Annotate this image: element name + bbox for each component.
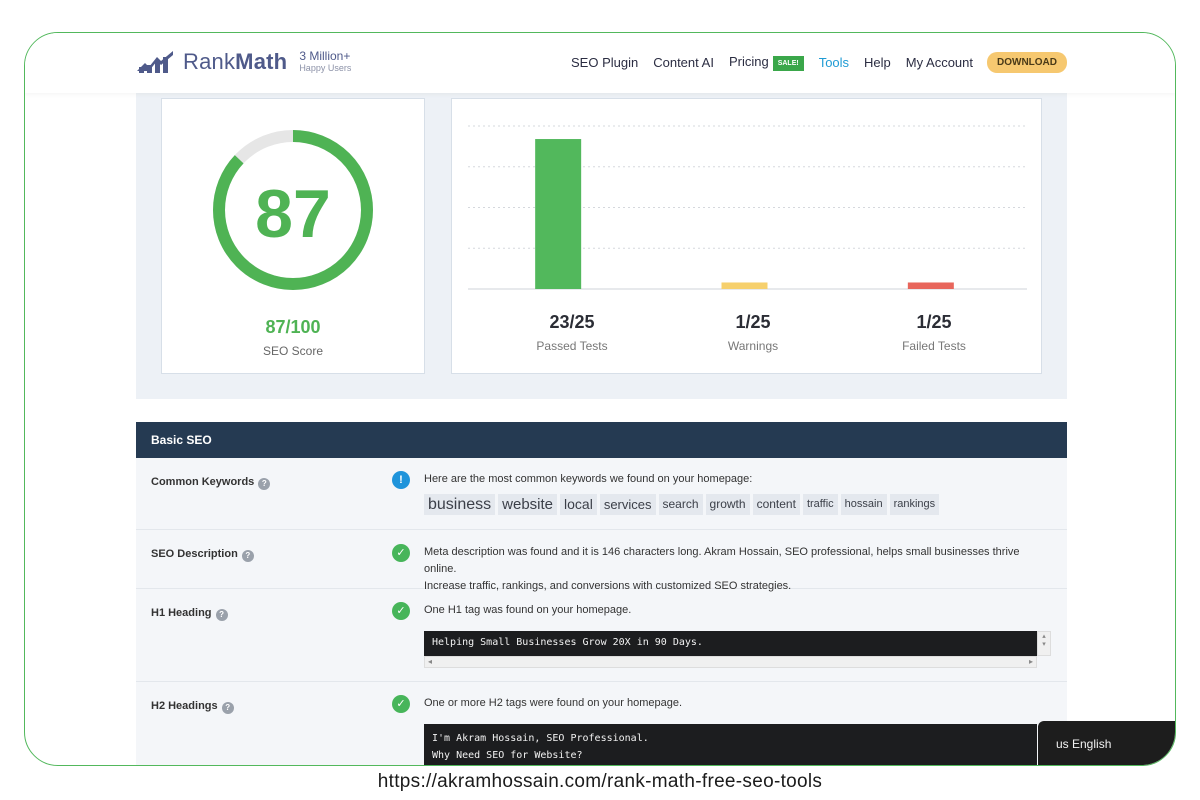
site-header: RankMath 3 Million+ Happy Users SEO Plug… xyxy=(25,33,1175,93)
h2-headings-label: H2 Headings? xyxy=(151,700,234,714)
language-switcher[interactable]: us English xyxy=(1038,721,1175,765)
users-count: 3 Million+ xyxy=(299,49,351,63)
bar-failed-tests xyxy=(907,282,954,289)
warnings-value: 1/25 xyxy=(735,312,771,332)
score-fraction: 87/100 xyxy=(265,317,321,337)
nav-help[interactable]: Help xyxy=(864,55,891,70)
keyword-tag: traffic xyxy=(802,494,838,515)
page-url-caption: https://akramhossain.com/rank-math-free-… xyxy=(377,771,823,792)
failed-value: 1/25 xyxy=(916,312,952,332)
bar-passed-tests xyxy=(535,139,582,289)
tests-bar-chart xyxy=(468,125,1027,290)
scroll-right-icon: ▸ xyxy=(1028,657,1033,666)
h2-code-line: Why Need SEO for Website? xyxy=(432,750,583,761)
nav-my-account[interactable]: My Account xyxy=(905,55,973,70)
keywords-intro: Here are the most common keywords we fou… xyxy=(424,473,753,485)
seo-score-card: 87 87/100 SEO Score xyxy=(161,98,425,374)
help-icon[interactable]: ? xyxy=(258,478,271,490)
check-icon: ✓ xyxy=(392,544,410,562)
help-icon[interactable]: ? xyxy=(221,702,234,714)
h1-heading-label: H1 Heading? xyxy=(151,607,228,621)
gauge-progress xyxy=(213,130,373,290)
check-icon: ✓ xyxy=(392,602,410,620)
common-keywords-content: Here are the most common keywords we fou… xyxy=(424,471,1044,515)
failed-stat: 1/25 Failed Tests xyxy=(859,312,1009,353)
scroll-down-icon: ▾ xyxy=(1042,641,1046,648)
row-h1-heading: H1 Heading? ✓ One H1 tag was found on yo… xyxy=(136,589,1067,682)
sale-badge: SALE! xyxy=(772,55,804,71)
h1-result-text: One H1 tag was found on your homepage. xyxy=(424,604,632,616)
h1-code-box[interactable]: Helping Small Businesses Grow 20X in 90 … xyxy=(424,631,1037,656)
seo-description-label: SEO Description? xyxy=(151,548,254,562)
h2-code-line: I'm Akram Hossain, SEO Professional. xyxy=(432,733,649,744)
keyword-list: business website local services search g… xyxy=(424,494,1044,515)
rankmath-logo[interactable]: RankMath 3 Million+ Happy Users xyxy=(135,49,351,75)
keyword-tag: local xyxy=(560,494,597,515)
passed-value: 23/25 xyxy=(549,312,595,332)
keyword-tag: hossain xyxy=(840,494,887,515)
description-line-2: Increase traffic, rankings, and conversi… xyxy=(424,580,792,592)
keyword-tag: search xyxy=(658,494,703,515)
users-caption: Happy Users xyxy=(299,63,352,73)
keyword-tag: content xyxy=(752,494,800,515)
help-icon[interactable]: ? xyxy=(215,609,228,621)
keyword-tag: rankings xyxy=(889,494,940,515)
logo-wordmark: RankMath xyxy=(183,49,288,74)
passed-stat: 23/25 Passed Tests xyxy=(497,312,647,353)
row-common-keywords: Common Keywords? ! Here are the most com… xyxy=(136,458,1067,530)
rankmath-logo-icon xyxy=(137,51,173,73)
bar-warnings xyxy=(721,282,768,289)
info-icon: ! xyxy=(392,471,410,489)
basic-seo-table: Basic SEO Common Keywords? ! Here are th… xyxy=(136,422,1067,765)
keyword-tag: growth xyxy=(705,494,750,515)
download-button[interactable]: DOWNLOAD xyxy=(987,52,1067,73)
keyword-tag: website xyxy=(498,494,558,515)
seo-description-content: Meta description was found and it is 146… xyxy=(424,544,1044,595)
scroll-up-icon: ▴ xyxy=(1042,633,1046,640)
browser-frame: RankMath 3 Million+ Happy Users SEO Plug… xyxy=(24,32,1176,766)
main-nav: SEO Plugin Content AI Pricing SALE! Tools… xyxy=(556,52,1067,73)
score-label: SEO Score xyxy=(262,344,324,358)
keyword-tag: business xyxy=(424,494,496,515)
score-gauge: 87 xyxy=(213,130,373,290)
row-seo-description: SEO Description? ✓ Meta description was … xyxy=(136,530,1067,592)
nav-seo-plugin[interactable]: SEO Plugin xyxy=(571,55,639,70)
nav-pricing-label: Pricing xyxy=(728,54,769,70)
scroll-left-icon: ◂ xyxy=(428,657,433,666)
h2-result-text: One or more H2 tags were found on your h… xyxy=(424,697,683,709)
check-icon: ✓ xyxy=(392,695,410,713)
score-section: 87 87/100 SEO Score 23/25 Passed Tests 1… xyxy=(136,93,1067,399)
common-keywords-label: Common Keywords? xyxy=(151,476,271,490)
gauge-value: 87 xyxy=(255,176,331,252)
help-icon[interactable]: ? xyxy=(241,550,254,562)
vertical-scrollbar[interactable]: ▴ ▾ xyxy=(1037,631,1051,656)
nav-tools[interactable]: Tools xyxy=(818,55,850,70)
warnings-label: Warnings xyxy=(727,339,779,353)
keyword-tag: services xyxy=(599,494,656,515)
nav-pricing[interactable]: Pricing SALE! xyxy=(728,54,804,71)
horizontal-scrollbar[interactable]: ◂ ▸ xyxy=(424,656,1037,668)
passed-label: Passed Tests xyxy=(536,339,608,353)
description-line-1: Meta description was found and it is 146… xyxy=(424,546,1020,575)
failed-label: Failed Tests xyxy=(902,339,966,353)
tests-chart-card: 23/25 Passed Tests 1/25 Warnings 1/25 Fa… xyxy=(451,98,1042,374)
happy-users: 3 Million+ Happy Users xyxy=(299,50,351,74)
nav-content-ai[interactable]: Content AI xyxy=(653,55,714,70)
row-h2-headings: H2 Headings? ✓ One or more H2 tags were … xyxy=(136,682,1067,765)
warnings-stat: 1/25 Warnings xyxy=(678,312,828,353)
basic-seo-heading: Basic SEO xyxy=(136,422,1067,458)
h2-code-box[interactable]: I'm Akram Hossain, SEO Professional. Why… xyxy=(424,724,1037,765)
